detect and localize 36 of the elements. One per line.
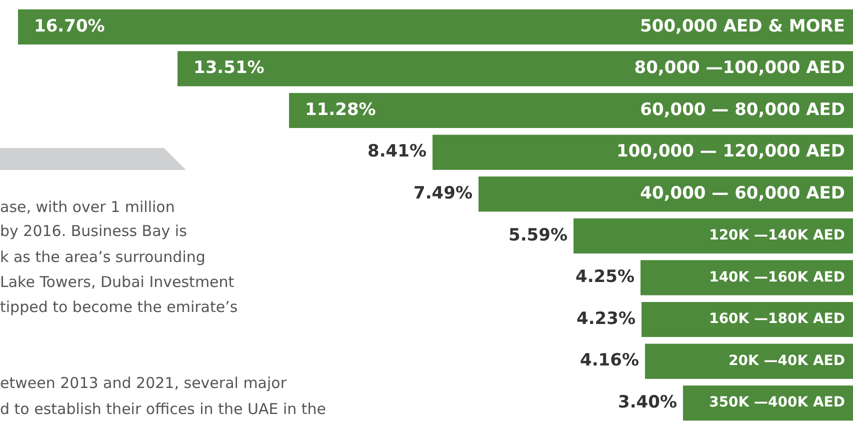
bar — [178, 51, 853, 86]
bar — [432, 134, 853, 170]
y-tick-label: 160K —180K AED — [709, 311, 845, 328]
annotation: d to establish their offices in the UAE in the — [0, 400, 326, 418]
data-label: 7.49% — [414, 184, 472, 204]
annotation: by 2016. Business Bay is — [0, 222, 187, 240]
data-label: 3.40% — [618, 392, 677, 413]
y-tick-label: 20K —40K AED — [728, 352, 845, 369]
data-label: 4.23% — [576, 308, 636, 329]
y-tick-label: 100,000 — 120,000 AED — [616, 142, 845, 162]
annotation: etween 2013 and 2021, several major — [0, 374, 287, 392]
annotation: tipped to become the emirate’s — [0, 298, 238, 316]
data-label: 4.16% — [580, 350, 639, 371]
annotation: k as the area’s surrounding — [0, 248, 206, 266]
data-label: 5.59% — [508, 225, 568, 246]
bar — [645, 344, 853, 379]
bar — [642, 302, 853, 338]
data-label: 4.25% — [576, 267, 634, 288]
y-tick-label: 500,000 AED & MORE — [640, 16, 845, 36]
data-label: 11.28% — [305, 100, 376, 120]
data-label: 8.41% — [368, 142, 426, 162]
y-tick-label: 40,000 — 60,000 AED — [640, 184, 845, 204]
y-tick-label: 60,000 — 80,000 AED — [640, 100, 845, 120]
bar — [478, 176, 853, 212]
bar — [574, 218, 853, 254]
data-label: 16.70% — [34, 16, 105, 36]
annotation: ase, with over 1 million — [0, 198, 175, 216]
bar — [289, 92, 853, 128]
annotation: Lake Towers, Dubai Investment — [0, 273, 234, 291]
data-label: 13.51% — [194, 58, 264, 78]
y-tick-label: 140K —160K AED — [709, 269, 845, 286]
y-tick-label: 80,000 —100,000 AED — [634, 58, 845, 78]
bar — [640, 260, 853, 296]
bar — [18, 9, 853, 44]
y-tick-label: 120K —140K AED — [709, 228, 845, 244]
y-tick-label: 350K —400K AED — [709, 394, 845, 411]
